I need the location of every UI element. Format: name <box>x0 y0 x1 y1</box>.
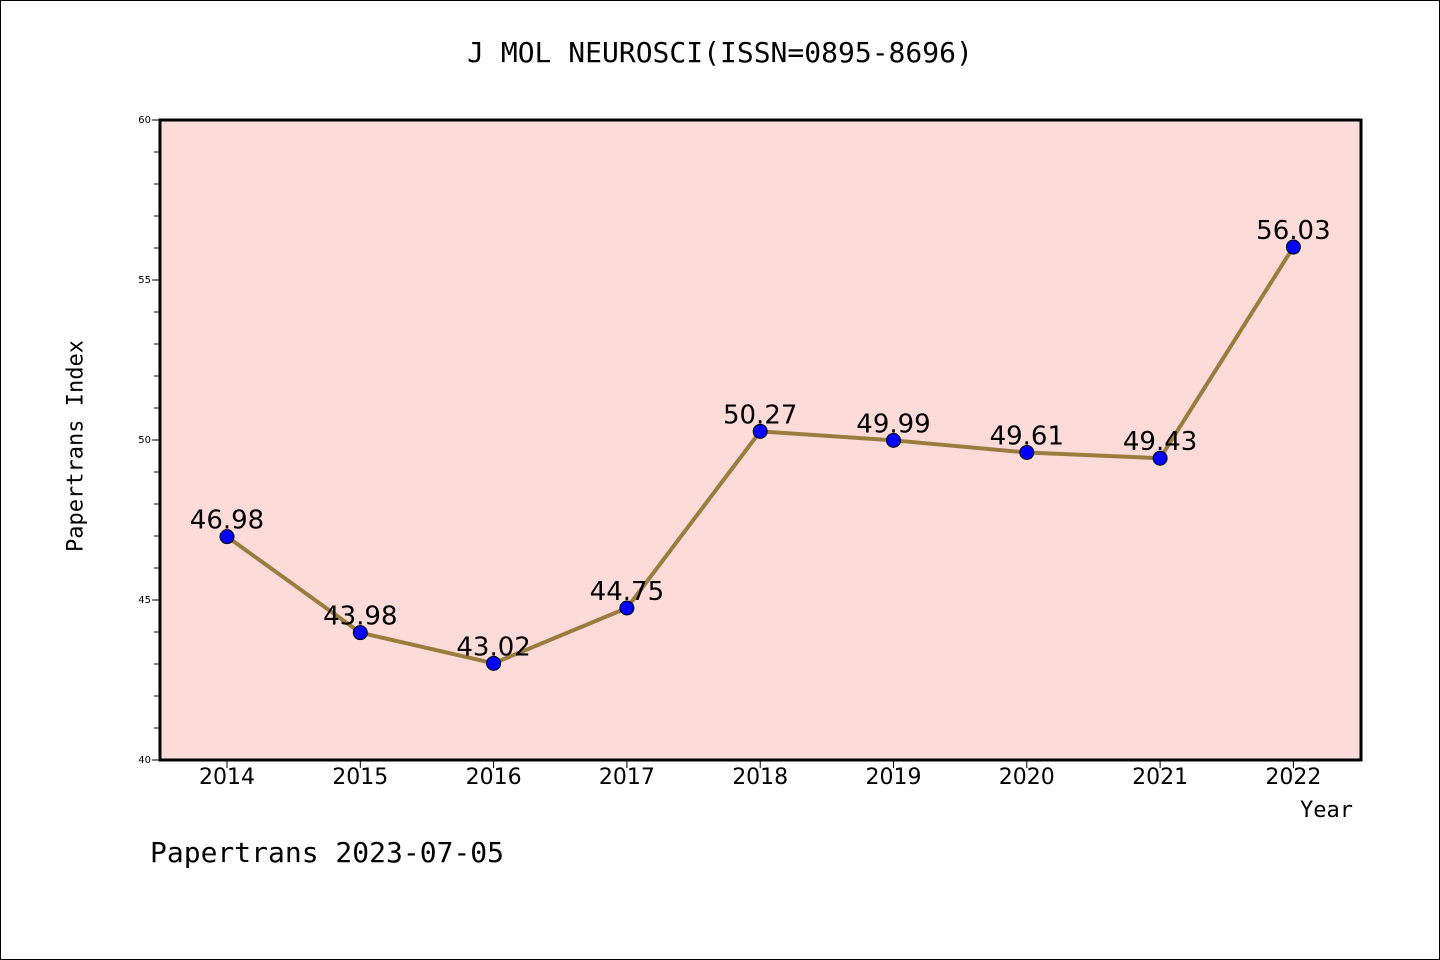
data-point <box>752 423 768 439</box>
x-tick-label: 2014 <box>199 765 255 790</box>
data-label: 44.75 <box>590 577 664 607</box>
footer-text: Papertrans 2023-07-05 <box>150 836 505 869</box>
data-point <box>1019 444 1035 460</box>
data-point <box>486 655 502 671</box>
x-tick-label: 2017 <box>599 765 655 790</box>
data-label: 49.43 <box>1123 427 1197 457</box>
y-tick-label: 50 <box>138 435 151 446</box>
chart-title: J MOL NEUROSCI(ISSN=0895-8696) <box>467 36 973 69</box>
y-tick-label: 60 <box>138 115 151 126</box>
x-tick-label: 2022 <box>1265 765 1321 790</box>
data-label: 46.98 <box>190 506 264 536</box>
y-tick-label: 55 <box>138 275 151 286</box>
x-tick-label: 2020 <box>999 765 1055 790</box>
x-tick-label: 2021 <box>1132 765 1188 790</box>
x-tick-label: 2016 <box>466 765 522 790</box>
x-tick-label: 2015 <box>332 765 388 790</box>
data-label: 56.03 <box>1256 216 1330 246</box>
data-label: 49.61 <box>990 421 1064 451</box>
data-point <box>352 625 368 641</box>
data-label: 43.02 <box>456 632 530 662</box>
data-label: 49.99 <box>856 409 930 439</box>
y-tick-label: 45 <box>138 595 151 606</box>
data-label: 43.98 <box>323 602 397 632</box>
data-point <box>886 432 901 448</box>
plot-border <box>158 118 1363 762</box>
x-axis-label: Year <box>1300 798 1353 823</box>
data-point <box>1152 450 1168 466</box>
x-tick-label: 2018 <box>732 765 788 790</box>
data-point <box>1285 239 1301 255</box>
plot-area <box>160 120 1361 760</box>
y-tick-label: 40 <box>138 755 151 766</box>
data-label: 50.27 <box>723 400 797 430</box>
data-point <box>219 529 235 545</box>
data-point <box>619 600 635 616</box>
x-tick-label: 2019 <box>866 765 922 790</box>
